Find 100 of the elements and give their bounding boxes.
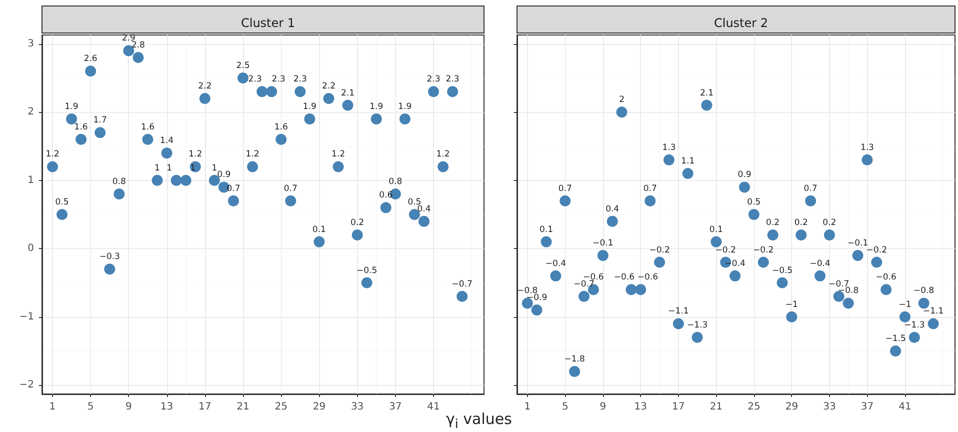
data-label: 0.9 (738, 170, 752, 180)
x-tick-label: 13 (634, 402, 648, 412)
point (370, 113, 382, 124)
point (266, 86, 278, 98)
point (170, 174, 182, 186)
x-tick-label: 33 (350, 402, 364, 412)
data-label: 1.2 (246, 150, 260, 160)
data-label: 1.7 (93, 116, 107, 126)
point (578, 290, 590, 302)
x-tick-label: 37 (389, 402, 402, 412)
data-label: 0.2 (350, 218, 364, 228)
point (899, 311, 910, 322)
data-label: 0.4 (606, 204, 620, 214)
data-label: 0.8 (388, 177, 402, 188)
point (323, 92, 334, 104)
x-tick-label: 41 (898, 402, 912, 412)
point (928, 318, 939, 330)
point (862, 154, 873, 166)
data-label: 2.5 (236, 61, 250, 71)
data-label: 1.2 (46, 150, 60, 160)
point (342, 100, 354, 111)
data-label: 1.2 (188, 150, 202, 160)
x-tick-label: 41 (427, 402, 440, 412)
data-label: 0.4 (417, 204, 431, 214)
point (380, 202, 392, 214)
x-tick-label: 21 (710, 402, 723, 412)
point (682, 168, 694, 180)
point (199, 92, 210, 104)
data-label: −0.4 (545, 258, 566, 269)
chart-title: Cluster 2 (714, 16, 768, 30)
data-label: −0.6 (876, 272, 896, 283)
x-tick-label: 29 (312, 402, 326, 412)
x-tick-label: 17 (672, 402, 685, 412)
data-label: −0.2 (866, 245, 887, 256)
point (418, 216, 430, 227)
data-label: 1.9 (64, 102, 78, 112)
data-label: 2.1 (341, 88, 355, 98)
data-label: 2.6 (84, 54, 98, 64)
x-axis-title: γ$_{i}$ values (446, 410, 512, 431)
x-tick-label: 17 (198, 402, 212, 412)
point (748, 209, 760, 220)
data-label: 0.7 (284, 184, 298, 194)
point (285, 195, 296, 206)
data-label: −1.8 (564, 354, 585, 364)
point (701, 100, 712, 111)
data-label: −0.5 (772, 266, 793, 276)
point (796, 229, 807, 240)
data-label: 2.3 (426, 74, 440, 85)
data-label: −0.2 (753, 245, 774, 256)
data-label: 1.6 (274, 122, 288, 132)
data-label: 2.2 (322, 81, 336, 92)
data-label: −0.8 (914, 286, 934, 296)
point (438, 161, 449, 172)
data-label: 2 (619, 95, 624, 106)
y-tick-label: −1 (19, 311, 34, 322)
y-tick-label: 1 (28, 174, 34, 186)
point (776, 277, 788, 288)
data-label: −1.1 (668, 306, 689, 317)
data-label: −0.7 (452, 279, 472, 290)
data-label: −0.8 (838, 286, 859, 296)
y-tick-label: 3 (28, 38, 34, 50)
data-label: 1.6 (140, 122, 155, 132)
x-tick-label: 5 (562, 402, 568, 412)
point (456, 290, 468, 302)
point (540, 236, 552, 248)
point (114, 188, 125, 200)
data-label: 1 (212, 163, 218, 174)
data-label: −1.5 (885, 334, 906, 344)
point (606, 216, 618, 227)
data-label: 2.3 (248, 74, 262, 85)
data-label: 0.7 (804, 184, 818, 194)
data-label: −1.1 (922, 306, 944, 317)
point (180, 174, 192, 186)
point (560, 195, 571, 206)
data-label: −0.5 (356, 266, 378, 276)
point (635, 284, 646, 296)
data-label: 2.2 (198, 81, 212, 92)
point (104, 264, 116, 275)
data-label: 0.1 (539, 224, 554, 235)
point (767, 229, 778, 240)
data-label: 0.7 (558, 184, 572, 194)
point (85, 66, 96, 77)
x-tick-label: 9 (126, 402, 132, 412)
chart-title: Cluster 1 (240, 16, 296, 30)
point (852, 250, 864, 261)
data-label: 1.6 (74, 122, 88, 132)
point (152, 174, 163, 186)
point (654, 256, 666, 268)
data-label: −0.3 (99, 252, 120, 262)
data-label: 0.2 (822, 218, 836, 228)
data-label: 1.3 (860, 142, 874, 153)
data-label: 1 (154, 163, 160, 174)
x-tick-label: 21 (236, 402, 250, 412)
data-label: 2.1 (700, 88, 714, 98)
y-tick-label: −2 (19, 380, 34, 391)
point (805, 195, 816, 206)
data-label: 1.1 (681, 156, 695, 167)
point (739, 182, 750, 193)
data-label: 1 (190, 163, 196, 174)
point (228, 195, 239, 206)
